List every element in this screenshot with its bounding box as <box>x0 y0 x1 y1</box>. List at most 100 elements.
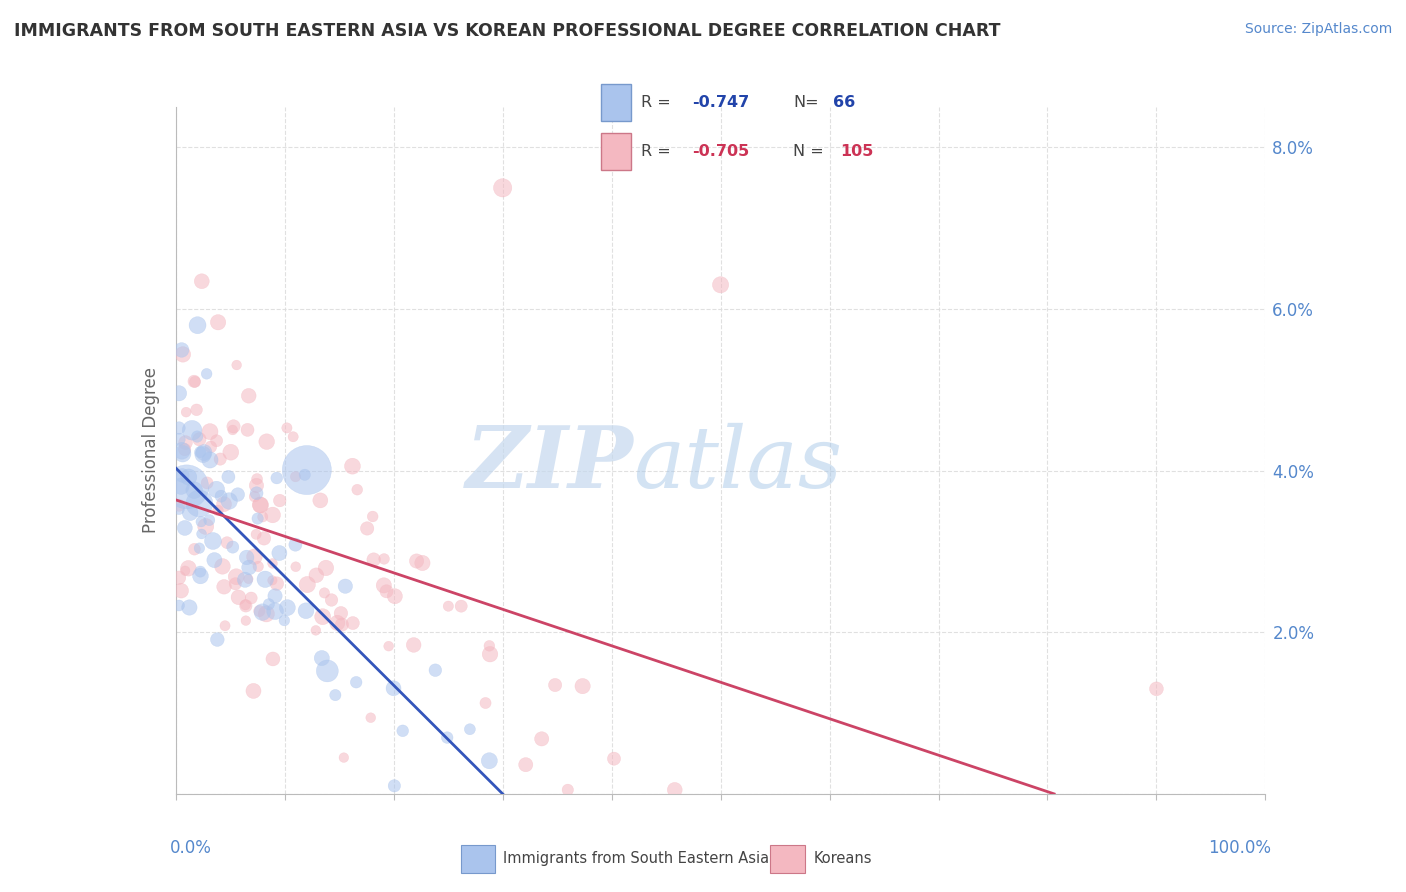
Text: 105: 105 <box>841 145 873 160</box>
Point <box>603 752 626 766</box>
Point <box>215 535 238 549</box>
Point <box>188 565 211 579</box>
Point <box>173 521 195 535</box>
Point <box>236 423 259 437</box>
Point <box>181 423 204 437</box>
Point <box>262 508 284 522</box>
Point <box>222 419 245 434</box>
Point <box>284 559 307 574</box>
Point <box>167 386 190 401</box>
Point <box>205 483 228 497</box>
Point <box>173 442 195 457</box>
Point <box>167 599 190 613</box>
Point <box>191 274 214 288</box>
Point <box>188 496 211 510</box>
Text: Koreans: Koreans <box>813 852 872 866</box>
Point <box>245 527 267 541</box>
Point <box>190 515 212 529</box>
Point <box>405 554 427 568</box>
Point <box>167 421 190 435</box>
FancyBboxPatch shape <box>600 84 631 121</box>
Point <box>478 754 501 768</box>
Point <box>325 688 347 702</box>
Point <box>335 579 357 593</box>
Point <box>170 583 193 598</box>
Point <box>515 757 537 772</box>
Point <box>284 469 307 483</box>
Point <box>411 556 433 570</box>
Text: 0.0%: 0.0% <box>170 838 212 856</box>
Point <box>198 513 221 527</box>
Point <box>377 639 399 653</box>
Point <box>190 569 212 583</box>
Point <box>295 463 318 477</box>
Point <box>224 576 246 591</box>
FancyBboxPatch shape <box>600 133 631 170</box>
Point <box>235 614 257 628</box>
Text: ZIP: ZIP <box>465 423 633 506</box>
Point <box>174 564 197 578</box>
Point <box>214 619 236 633</box>
Point <box>329 606 352 620</box>
Point <box>225 358 247 372</box>
Text: 100.0%: 100.0% <box>1208 838 1271 856</box>
Point <box>195 475 218 490</box>
Point <box>186 429 208 443</box>
Point <box>382 779 405 793</box>
Point <box>183 542 205 557</box>
Point <box>333 750 356 764</box>
Point <box>373 578 395 592</box>
Point <box>249 498 271 512</box>
Point <box>382 681 405 696</box>
Point <box>219 445 242 459</box>
Point <box>710 277 733 292</box>
Point <box>246 511 269 525</box>
Point <box>174 405 197 419</box>
Point <box>314 586 336 600</box>
Point <box>316 664 339 678</box>
Point <box>218 494 240 508</box>
Point <box>273 614 295 628</box>
Point <box>207 632 229 647</box>
Point <box>276 600 298 615</box>
Point <box>217 470 239 484</box>
Point <box>228 591 250 605</box>
Point <box>198 453 221 467</box>
Point <box>384 589 406 603</box>
Point <box>170 479 193 493</box>
Point <box>256 434 278 449</box>
Y-axis label: Professional Degree: Professional Degree <box>142 368 160 533</box>
Point <box>242 684 264 698</box>
Point <box>402 638 425 652</box>
Point <box>330 617 353 632</box>
Point <box>179 506 201 520</box>
Point <box>201 533 224 548</box>
Point <box>363 552 385 566</box>
Point <box>375 584 398 599</box>
Point <box>478 639 501 653</box>
Point <box>276 421 298 435</box>
Point <box>269 493 291 508</box>
Text: Source: ZipAtlas.com: Source: ZipAtlas.com <box>1244 22 1392 37</box>
Point <box>247 559 270 574</box>
Point <box>167 498 190 512</box>
Text: N =: N = <box>793 145 824 160</box>
Point <box>245 478 267 492</box>
Point <box>342 616 364 631</box>
Point <box>253 532 276 546</box>
Point <box>179 600 201 615</box>
Point <box>183 374 205 388</box>
FancyBboxPatch shape <box>461 846 495 872</box>
Point <box>191 448 214 462</box>
Point <box>176 480 198 494</box>
Point <box>257 597 280 611</box>
Point <box>209 489 232 503</box>
Point <box>238 560 260 574</box>
Point <box>235 599 257 613</box>
Point <box>177 470 200 484</box>
Point <box>240 591 263 605</box>
Point <box>1146 681 1168 696</box>
Point <box>186 318 209 333</box>
Point <box>233 573 256 587</box>
Point <box>346 483 368 497</box>
